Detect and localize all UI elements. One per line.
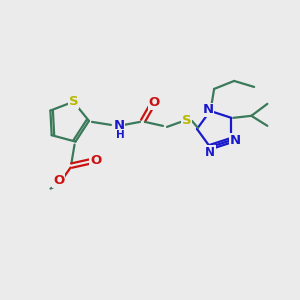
Text: O: O <box>53 174 64 187</box>
Text: N: N <box>113 119 124 132</box>
Text: S: S <box>182 114 192 128</box>
Text: N: N <box>202 103 214 116</box>
Text: S: S <box>69 95 78 108</box>
Text: N: N <box>205 146 215 159</box>
Text: H: H <box>116 130 124 140</box>
Text: O: O <box>148 96 160 110</box>
Text: N: N <box>230 134 241 147</box>
Text: O: O <box>90 154 101 167</box>
